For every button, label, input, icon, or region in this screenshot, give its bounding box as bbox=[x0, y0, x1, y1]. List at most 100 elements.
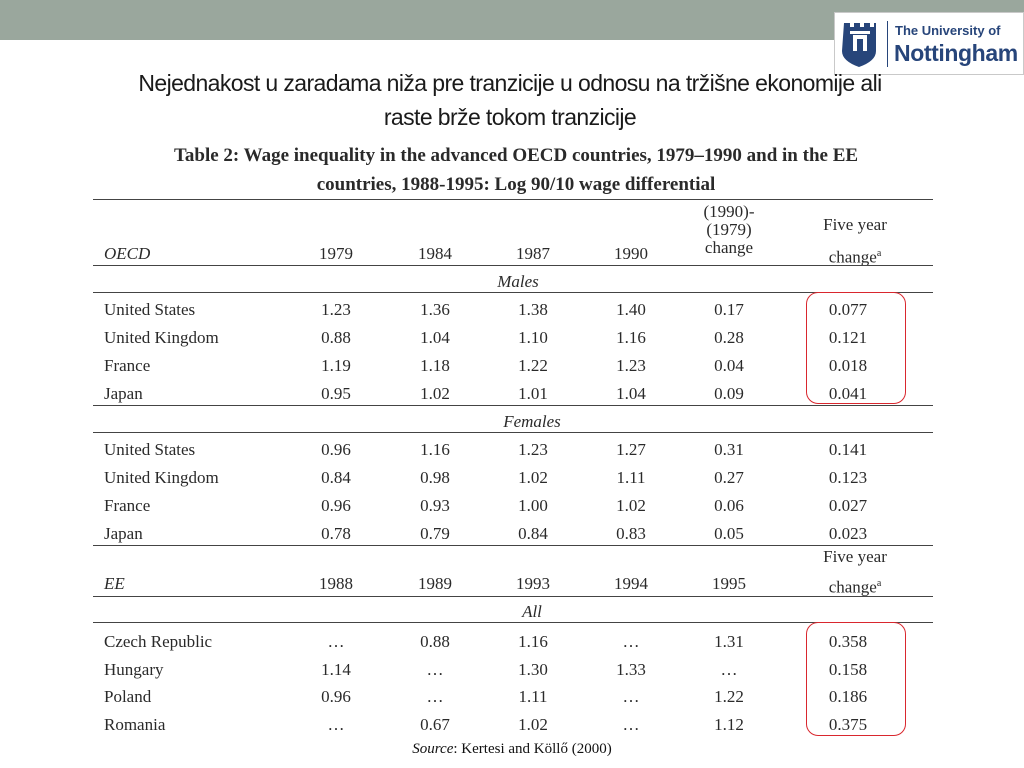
table-cell: 1.14 bbox=[321, 659, 351, 679]
table-cell: 0.17 bbox=[714, 300, 744, 319]
table-cell: 0.041 bbox=[828, 384, 868, 403]
table-cell: 0.95 bbox=[321, 384, 351, 403]
slide-title-line2: raste brže tokom tranzicije bbox=[383, 104, 637, 130]
table-cell: 0.96 bbox=[321, 687, 351, 706]
five-year-header-line: Five year bbox=[823, 215, 887, 234]
country-name: Czech Republic bbox=[104, 632, 213, 651]
table-cell: 1.00 bbox=[518, 496, 548, 515]
country-name: United Kingdom bbox=[104, 328, 219, 347]
table-rule bbox=[93, 432, 933, 433]
country-name: Poland bbox=[104, 687, 152, 706]
year-header: 1995 bbox=[712, 574, 746, 593]
table-cell: 0.158 bbox=[828, 659, 868, 679]
change-header-line: change bbox=[704, 238, 754, 257]
table-cell: 0.31 bbox=[714, 440, 744, 459]
table-cell: 0.83 bbox=[616, 524, 646, 543]
table-cell: 1.22 bbox=[518, 356, 548, 375]
table-cell: 0.96 bbox=[321, 496, 351, 515]
table-rule bbox=[93, 265, 933, 266]
table-rule bbox=[93, 292, 933, 293]
table-cell: 1.02 bbox=[616, 496, 646, 515]
table-cell: 1.12 bbox=[714, 714, 744, 734]
year-header: 1988 bbox=[319, 574, 353, 593]
males-label: Males bbox=[497, 272, 539, 291]
logo-text-line1: The University of bbox=[895, 23, 1001, 38]
table-cell: 1.23 bbox=[518, 440, 548, 459]
table-cell: 1.36 bbox=[420, 300, 450, 319]
source-note: Source: Kertesi and Köllő (2000) bbox=[0, 741, 1024, 758]
table-cell: 1.11 bbox=[616, 468, 646, 487]
table-cell: … bbox=[622, 632, 640, 651]
table-cell: 0.186 bbox=[828, 687, 868, 706]
table-cell: 0.27 bbox=[714, 468, 744, 487]
table-cell: 1.16 bbox=[616, 328, 646, 347]
table-cell: … bbox=[622, 687, 640, 706]
table-cell: 1.38 bbox=[518, 300, 548, 319]
logo-text-line2: Nottingham bbox=[894, 40, 1018, 66]
university-logo: The University of Nottingham bbox=[834, 12, 1024, 75]
table-cell: 0.375 bbox=[828, 714, 868, 734]
table-cell: 0.84 bbox=[321, 468, 351, 487]
logo-divider bbox=[887, 21, 888, 67]
country-name: United Kingdom bbox=[104, 468, 219, 487]
table-cell: 0.78 bbox=[321, 524, 351, 543]
slide-title-line1: Nejednakost u zaradama niža pre tranzici… bbox=[138, 70, 882, 96]
all-label: All bbox=[522, 602, 542, 621]
year-header: 1984 bbox=[418, 244, 452, 263]
table-cell: 1.02 bbox=[420, 384, 450, 403]
highlight-circle-oecd bbox=[806, 292, 906, 404]
table-cell: 1.10 bbox=[518, 328, 548, 347]
table-cell: 0.98 bbox=[420, 468, 450, 487]
table-cell: … bbox=[327, 632, 345, 651]
table-cell: 1.22 bbox=[714, 687, 744, 706]
change-header-line: (1990)- bbox=[703, 202, 755, 221]
year-header: 1990 bbox=[614, 244, 648, 263]
year-header: 1979 bbox=[319, 244, 353, 263]
oecd-group-label: OECD bbox=[104, 244, 151, 263]
table-cell: 1.31 bbox=[714, 632, 744, 651]
castle-crest-icon bbox=[842, 23, 876, 67]
females-label: Females bbox=[503, 412, 561, 431]
country-name: Romania bbox=[104, 714, 166, 734]
table-cell: 1.30 bbox=[518, 659, 548, 679]
table-cell: 1.16 bbox=[420, 440, 450, 459]
table-cell: 0.027 bbox=[828, 496, 868, 515]
table-caption-line1: Table 2: Wage inequality in the advanced… bbox=[173, 145, 859, 166]
table-cell: 0.023 bbox=[828, 524, 868, 543]
table-cell: 0.05 bbox=[714, 524, 744, 543]
five-year-header-line: changea bbox=[829, 574, 882, 598]
country-name: United States bbox=[104, 440, 196, 459]
source-label: Source bbox=[412, 741, 454, 757]
footnote-marker: a bbox=[876, 578, 882, 589]
table-cell: 1.33 bbox=[616, 659, 646, 679]
highlight-circle-ee bbox=[806, 622, 906, 736]
table-cell: 0.018 bbox=[828, 356, 868, 375]
five-year-header-text: change bbox=[828, 577, 877, 597]
year-header: 1993 bbox=[516, 574, 550, 593]
table-cell: 0.09 bbox=[714, 384, 744, 403]
slide-title: Nejednakost u zaradama niža pre tranzici… bbox=[40, 66, 980, 134]
ee-group-label: EE bbox=[104, 574, 125, 593]
year-header: 1994 bbox=[614, 574, 648, 593]
country-name: Japan bbox=[104, 524, 143, 543]
table-cell: 0.358 bbox=[828, 632, 868, 651]
table-rule-top bbox=[93, 199, 933, 200]
table-caption: Table 2: Wage inequality in the advanced… bbox=[66, 141, 966, 199]
table-cell: 1.04 bbox=[616, 384, 646, 403]
table-cell: 1.01 bbox=[518, 384, 548, 403]
year-header: 1989 bbox=[418, 574, 452, 593]
table-cell: 1.02 bbox=[518, 468, 548, 487]
table-cell: 0.96 bbox=[321, 440, 351, 459]
table-cell: 0.67 bbox=[420, 714, 450, 734]
table-cell: 0.077 bbox=[828, 300, 868, 319]
table-cell: … bbox=[720, 659, 738, 679]
table-cell: 0.88 bbox=[420, 632, 450, 651]
table-cell: 1.18 bbox=[420, 356, 450, 375]
source-text: : Kertesi and Köllő (2000) bbox=[453, 741, 612, 757]
table-cell: … bbox=[327, 714, 345, 734]
country-name: United States bbox=[104, 300, 196, 319]
table-cell: 0.93 bbox=[420, 496, 450, 515]
table-cell: 1.27 bbox=[616, 440, 646, 459]
table-cell: … bbox=[426, 687, 444, 706]
table-cell: 0.121 bbox=[828, 328, 868, 347]
